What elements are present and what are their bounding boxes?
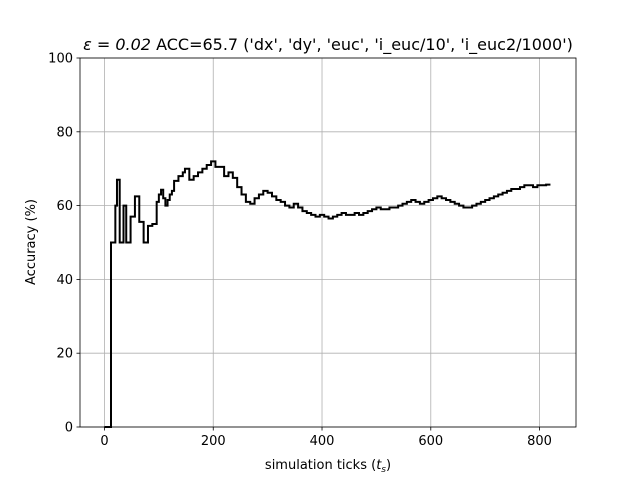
accuracy-series-line (104, 160, 551, 428)
y-axis-label: Accuracy (%) (24, 199, 39, 285)
plot-frame (79, 57, 577, 428)
x-axis-label-sub: s (381, 465, 386, 475)
x-axis-label-var: t (376, 458, 382, 473)
y-tick-label: 80 (56, 125, 73, 140)
y-tick-label: 60 (56, 199, 73, 214)
x-tick-label: 0 (100, 434, 108, 449)
chart-title-prefix: ε = 0.02 (83, 35, 151, 54)
x-axis-label-close: ) (386, 458, 391, 473)
y-tick-label: 100 (48, 52, 73, 67)
y-tick-label: 20 (56, 347, 73, 362)
x-axis-label: simulation ticks (ts) (265, 458, 391, 475)
chart-title-suffix: ACC=65.7 ('dx', 'dy', 'euc', 'i_euc/10',… (156, 35, 573, 55)
series-layer (104, 160, 551, 428)
x-tick-label: 800 (527, 434, 552, 449)
y-tick-label: 40 (56, 273, 73, 288)
x-axis-label-text: simulation ticks ( (265, 458, 376, 473)
ticks: 0 200 400 600 800 0 20 40 60 80 100 (48, 52, 552, 450)
x-tick-label: 400 (310, 434, 335, 449)
chart-title: ε = 0.02 ACC=65.7 ('dx', 'dy', 'euc', 'i… (83, 35, 573, 55)
y-tick-label: 0 (65, 421, 73, 436)
x-tick-label: 600 (418, 434, 443, 449)
x-tick-label: 200 (201, 434, 226, 449)
